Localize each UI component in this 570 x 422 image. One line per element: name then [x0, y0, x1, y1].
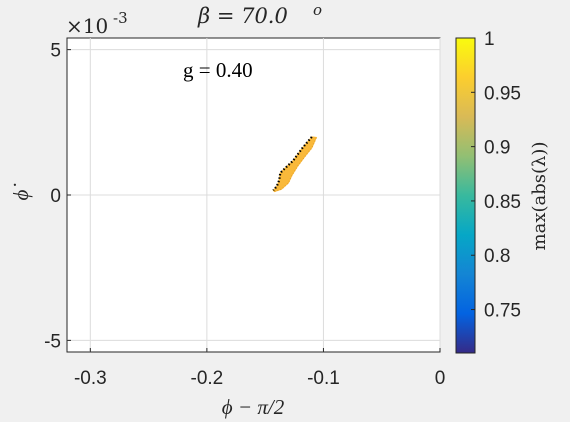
colorbar-tick-label: 0.75 — [484, 301, 521, 322]
y-tick-label: 5 — [50, 41, 61, 62]
colorbar-tick-label: 0.9 — [484, 138, 510, 159]
y-exponent-power: -3 — [113, 9, 128, 27]
chart-title-superscript: o — [313, 1, 322, 19]
colorbar-label: max(abs(λ)) — [529, 142, 550, 251]
colorbar-ticks: 0.75 0.8 0.85 0.9 0.95 1 — [471, 29, 521, 322]
grid — [67, 38, 441, 352]
y-tick-label: -5 — [44, 331, 61, 352]
annotation-g: g = 0.40 — [183, 58, 253, 82]
colorbar-tick-label: 0.8 — [484, 246, 510, 267]
x-tick-label: -0.2 — [191, 368, 224, 389]
y-ticks: -5 0 5 — [44, 41, 71, 352]
colorbar-tick-label: 0.95 — [484, 83, 521, 104]
region-edge-upper — [272, 136, 313, 192]
region-edge-lower — [274, 137, 317, 193]
colorbar-tick-label: 0.85 — [484, 192, 521, 213]
colorbar — [455, 37, 476, 354]
stable-region — [272, 136, 318, 193]
y-tick-label: 0 — [50, 186, 61, 207]
y-exponent-label: ×10 — [66, 14, 108, 38]
y-axis-label: ϕ̇ — [9, 184, 33, 201]
x-ticks: -0.3 -0.2 -0.1 0 — [74, 348, 445, 389]
x-tick-label: -0.1 — [307, 368, 340, 389]
x-tick-label: -0.3 — [74, 368, 107, 389]
x-tick-label: 0 — [435, 368, 446, 389]
chart-title: β = 70.0 — [197, 4, 288, 28]
x-axis-label: ϕ − π/2 — [222, 395, 285, 419]
colorbar-tick-label: 1 — [484, 29, 495, 50]
